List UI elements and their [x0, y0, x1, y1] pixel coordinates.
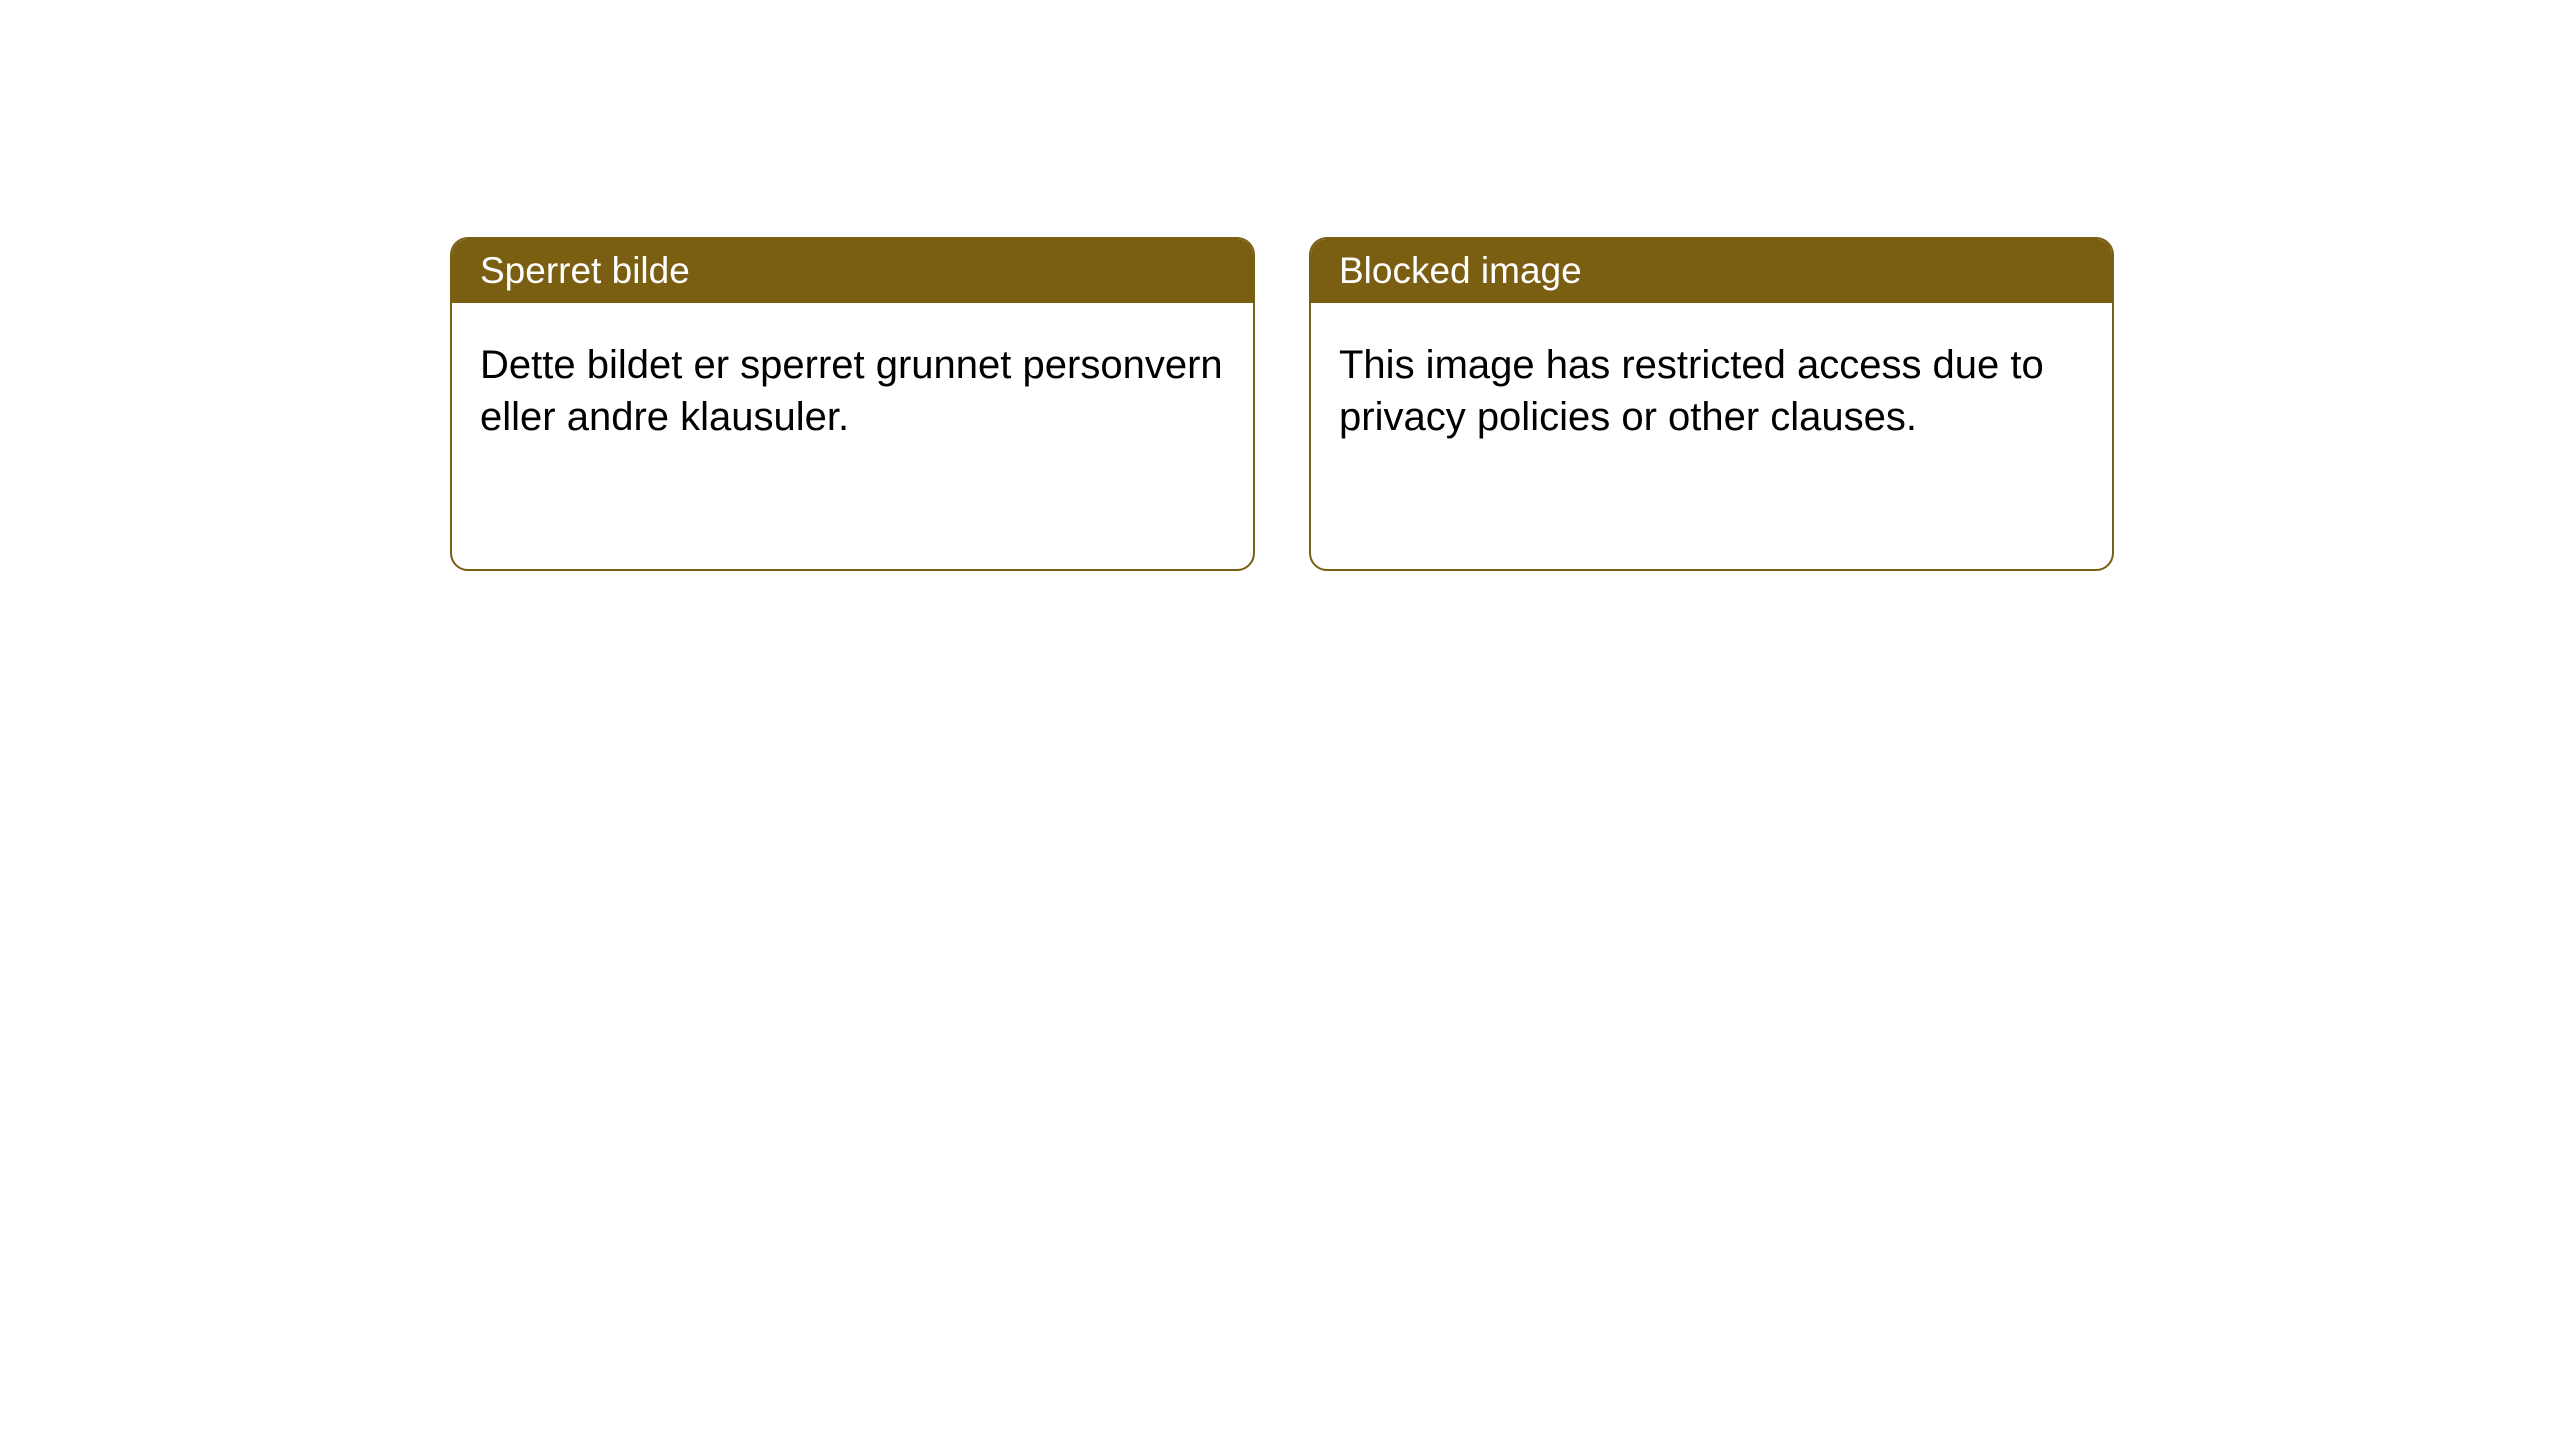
notice-body: This image has restricted access due to … [1311, 303, 2112, 479]
notice-header: Sperret bilde [452, 239, 1253, 303]
notice-header: Blocked image [1311, 239, 2112, 303]
notice-card-norwegian: Sperret bilde Dette bildet er sperret gr… [450, 237, 1255, 571]
notice-body: Dette bildet er sperret grunnet personve… [452, 303, 1253, 479]
notice-card-english: Blocked image This image has restricted … [1309, 237, 2114, 571]
notice-container: Sperret bilde Dette bildet er sperret gr… [450, 237, 2114, 571]
